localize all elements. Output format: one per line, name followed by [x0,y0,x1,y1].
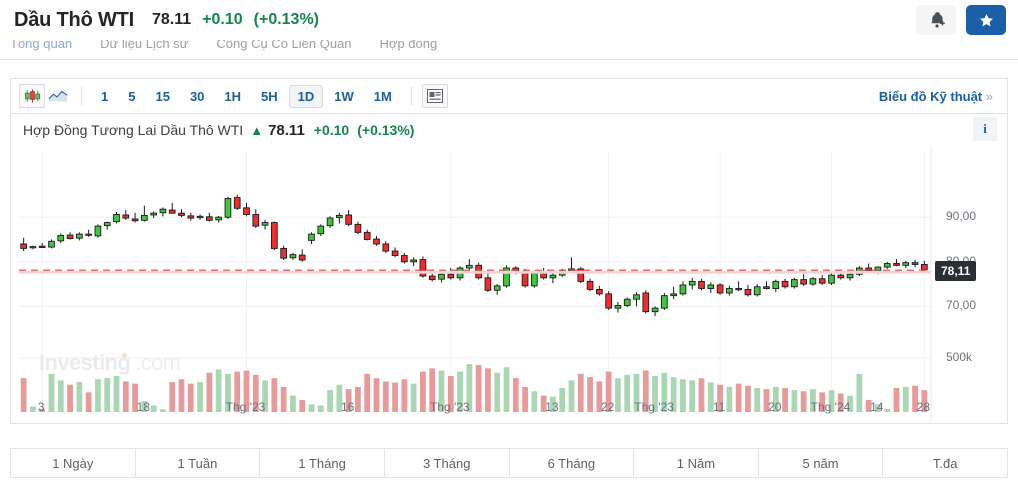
x-axis-label-2: Thg '23 [225,400,266,414]
news-layout-icon [426,89,443,103]
technical-chart-label: Biểu đồ Kỹ thuật [878,88,983,104]
x-axis-label-11: 14 [870,400,884,414]
header-actions [916,5,1006,35]
chart-change: +0.10 [313,122,350,138]
x-axis-label-10: Thg '24 [810,400,851,414]
range-button-7[interactable]: T.đa [932,455,958,471]
chevron-right-icon: » [985,88,993,104]
news-panel-button[interactable] [421,84,448,108]
chart-plot-area[interactable]: Investing .com [11,146,1009,422]
timeframe-5[interactable]: 5 [128,88,136,104]
candlestick-chart-icon [24,89,40,103]
timeframe-1[interactable]: 1 [101,88,109,104]
tab-3[interactable]: Hợp đồng [379,40,438,51]
timeframe-1W[interactable]: 1W [334,88,354,104]
chart-toolbar: 1 5 15 30 1H 5H 1D 1W 1M Biểu đồ Kỹ thuật » [10,78,1008,114]
technical-chart-link[interactable]: Biểu đồ Kỹ thuật » [879,89,999,104]
star-icon [979,13,993,26]
add-alert-button[interactable] [916,5,956,35]
chart-header: Hợp Đồng Tương Lai Dầu Thô WTI ▲ 78.11 +… [11,114,1007,146]
page-title: Dầu Thô WTI [14,8,134,31]
chart-type-candlestick-button[interactable] [19,84,45,108]
x-axis-label-4: Thg '23 [429,400,470,414]
volume-axis-label: 500k [946,350,973,364]
header-change: +0.10 [202,11,243,28]
range-button-5[interactable]: 1 Năm [634,449,759,477]
current-price-badge: 78,11 [935,261,977,282]
chart-instrument-name: Hợp Đồng Tương Lai Dầu Thô WTI [23,122,244,138]
chart-type-line-button[interactable] [45,84,71,108]
page-header: Dầu Thô WTI 78.11 +0.10 (+0.13%) [0,0,1018,40]
timeframe-30[interactable]: 30 [189,88,205,104]
y-axis-label-2: 70,00 [946,298,977,313]
timeframe-15[interactable]: 15 [155,88,170,104]
x-axis-label-5: 13 [545,400,559,414]
y-axis-label-0: 90,00 [946,209,977,224]
range-button-6[interactable]: 5 năm [759,449,884,477]
x-axis-label-12: 28 [916,400,931,414]
range-selector: 1 Ngày 1 Tuần 1 Tháng 3 Tháng 6 Tháng 1 Năm 5 … [10,448,1008,478]
add-to-watchlist-button[interactable] [966,5,1006,35]
timeframe-1D[interactable]: 1D [288,84,324,108]
tab-2[interactable]: Công Cụ Có Liên Quan [216,40,352,51]
line-chart-icon [48,90,68,102]
toolbar-divider-2 [410,86,412,106]
chart-info-button[interactable]: i [973,117,997,141]
header-change-percent: (+0.13%) [253,11,320,28]
chart-change-percent: (+0.13%) [357,122,415,138]
candlestick-plot [19,146,932,422]
range-button-3[interactable]: 3 Tháng [385,449,510,477]
tab-0[interactable]: Tổng quan [10,40,73,51]
timeframe-1H[interactable]: 1H [224,88,242,104]
range-button-1[interactable]: 1 Tuần [136,449,261,477]
x-axis-label-0: 3 [37,400,45,414]
x-axis-label-3: 16 [340,400,355,414]
timeframe-1M[interactable]: 1M [373,88,392,104]
tab-1[interactable]: Dữ liệu Lịch sử [100,40,189,51]
toolbar-divider-1 [81,86,82,106]
x-axis-label-1: 18 [136,400,151,414]
up-arrow-icon: ▲ [250,122,264,138]
x-axis-label-7: Thg '23 [634,400,674,414]
section-tabs: Tổng quan Dữ liệu Lịch sử Công Cụ Có Liên … [0,40,1018,60]
timeframe-5H[interactable]: 5H [261,88,278,104]
x-axis-label-9: 20 [768,400,782,414]
info-icon: i [983,121,987,136]
range-button-2[interactable]: 1 Tháng [260,449,385,477]
chart-container: Hợp Đồng Tương Lai Dầu Thô WTI ▲ 78.11 +… [10,114,1008,424]
chart-last-price: 78.11 [268,121,305,139]
range-button-0[interactable]: 1 Ngày [11,449,136,477]
x-axis-label-8: 11 [712,400,726,414]
header-last-price: 78.11 [152,11,192,28]
bell-plus-icon [930,11,945,28]
range-button-4[interactable]: 6 Tháng [510,449,635,477]
x-axis-label-6: 22 [600,400,615,414]
timeframe-list: 1 5 15 30 1H 5H 1D 1W 1M [92,84,401,108]
